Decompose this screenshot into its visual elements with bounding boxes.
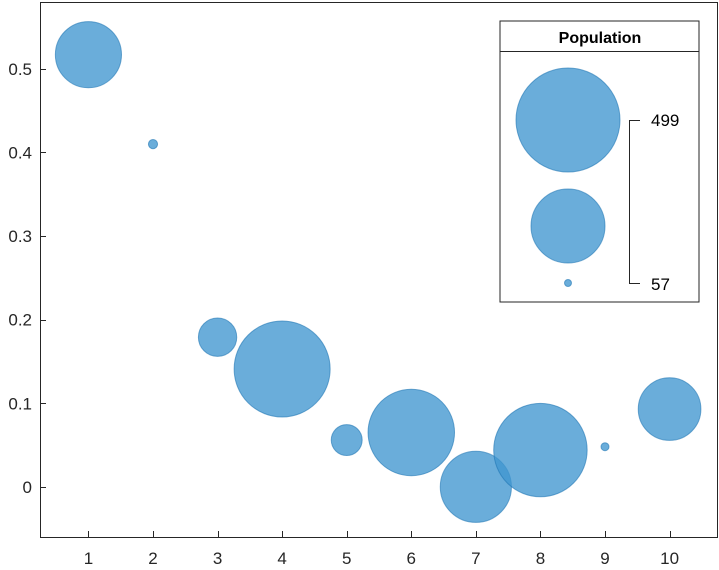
- bubbles: [54, 21, 702, 523]
- x-tick-label: 10: [660, 549, 679, 568]
- x-tick-label: 7: [471, 549, 480, 568]
- legend-min-label: 57: [651, 275, 670, 294]
- legend-bubble-small: [564, 279, 572, 287]
- legend-bubble-large: [515, 67, 621, 173]
- x-tick-label: 3: [213, 549, 222, 568]
- x-tick-label: 4: [277, 549, 286, 568]
- legend: Population 499 57: [499, 20, 700, 303]
- x-tick-label: 6: [407, 549, 416, 568]
- bubble-point: [54, 21, 122, 89]
- bubble-point: [637, 377, 702, 441]
- x-tick-label: 1: [84, 549, 93, 568]
- y-tick-label: 0.2: [8, 311, 32, 330]
- plot-frame: [40, 2, 718, 538]
- legend-max-label: 499: [651, 111, 679, 130]
- legend-bubble-mid: [530, 188, 606, 264]
- x-tick-label: 8: [536, 549, 545, 568]
- x-tick-label: 5: [342, 549, 351, 568]
- bubble-point: [233, 320, 331, 418]
- y-tick-label: 0: [23, 478, 32, 497]
- bubble-point: [197, 317, 238, 357]
- y-tick-label: 0.1: [8, 394, 32, 413]
- legend-title: Population: [559, 30, 642, 47]
- y-tick-label: 0.4: [8, 143, 32, 162]
- y-tick-label: 0.3: [8, 227, 32, 246]
- axes: 1 2 3 4 5 6 7 8 9 10 0 0.1 0.2 0.3 0.4 0.5: [8, 2, 718, 568]
- legend-scale-bracket: [629, 120, 640, 284]
- x-tick-label: 9: [600, 549, 609, 568]
- bubble-point: [493, 402, 588, 498]
- y-tick-label: 0.5: [8, 60, 32, 79]
- x-tick-label: 2: [148, 549, 157, 568]
- bubble-point: [330, 424, 363, 456]
- bubble-point: [600, 442, 610, 452]
- bubble-point: [367, 388, 456, 477]
- bubble-point: [147, 139, 159, 150]
